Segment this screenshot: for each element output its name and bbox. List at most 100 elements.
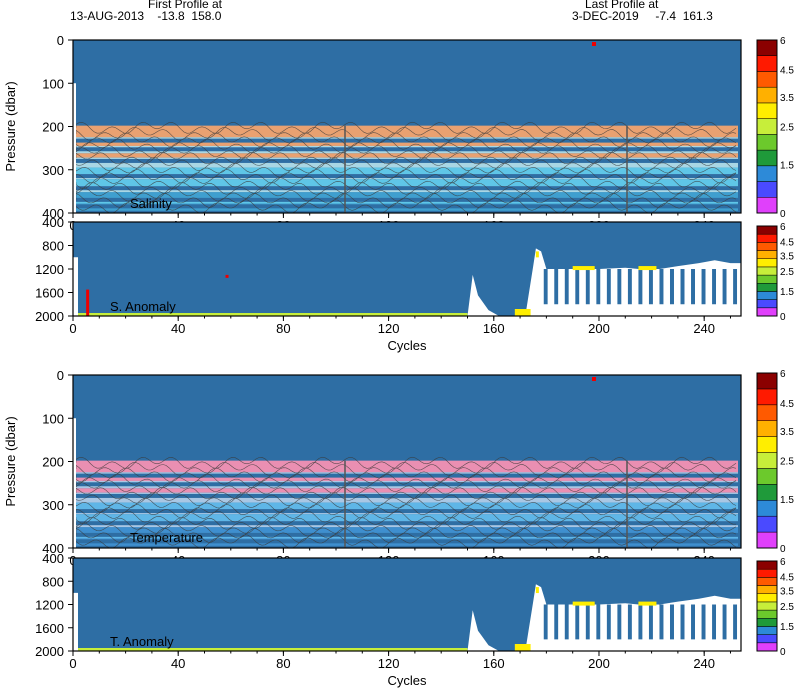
colorbar-tick-label: 4.5: [780, 399, 794, 410]
colorbar-frame: [756, 372, 778, 549]
y-tick-label: 1600: [35, 621, 64, 636]
missing-data: [72, 83, 76, 213]
profile-column: [722, 604, 727, 640]
colorbar-swatch: [756, 593, 778, 603]
profile-column: [606, 269, 611, 305]
x-axis-label: Cycles: [387, 338, 427, 353]
colorbar-tick-label: 3.5: [780, 252, 794, 263]
profile-column: [575, 269, 580, 305]
colorbar-swatch: [756, 568, 778, 578]
profile-column: [701, 604, 706, 640]
anomaly-strip: [78, 648, 468, 651]
column-gap: [716, 604, 723, 651]
layer-separator: [76, 532, 738, 537]
column-gap: [568, 269, 575, 316]
y-tick-label: 1200: [35, 598, 64, 613]
x-tick-label: 120: [378, 656, 400, 671]
profile-fill: [73, 558, 741, 651]
colorbar-swatch: [756, 436, 778, 453]
colorbar-swatch: [756, 181, 778, 198]
colorbar-tick-label: 4.5: [780, 572, 794, 583]
missing-data: [73, 257, 78, 316]
x-tick-label: 120: [378, 321, 400, 336]
colorbar-1: 6 4.5 3.5 2.5 1.5 0: [756, 222, 794, 323]
column-gap: [610, 269, 617, 316]
missing-data: [73, 592, 78, 651]
column-gap: [600, 269, 607, 316]
anomaly-red-bar: [86, 289, 90, 316]
colorbar-swatch: [756, 531, 778, 549]
panel-annotation: T. Anomaly: [110, 634, 174, 649]
x-tick-label: 0: [69, 321, 76, 336]
colorbar-tick-label: 2.5: [780, 267, 794, 278]
plot-area-2: Temperature: [72, 375, 741, 549]
colorbar-swatch: [756, 299, 778, 309]
column-gap: [673, 604, 680, 651]
colorbar-swatch: [756, 560, 778, 570]
profile-column: [722, 269, 727, 305]
panel-annotation: Temperature: [130, 530, 203, 545]
profile-column: [585, 269, 590, 305]
colorbar-tick-label: 6: [780, 557, 786, 568]
colorbar-swatch: [756, 55, 778, 72]
column-gap: [547, 269, 554, 316]
y-axis-label: Pressure (dbar): [3, 81, 18, 171]
colorbar-tick-label: 1.5: [780, 287, 794, 298]
column-gap: [579, 604, 586, 651]
profile-column: [648, 604, 653, 640]
column-gap: [726, 604, 733, 651]
panel-annotation: S. Anomaly: [110, 299, 176, 314]
profile-column: [669, 269, 674, 305]
y-tick-label: 0: [57, 33, 64, 48]
colorbar-tick-label: 2.5: [780, 123, 794, 134]
anomaly-patch: [638, 266, 657, 271]
layer-separator: [76, 197, 738, 202]
column-gap: [652, 604, 659, 651]
anomaly-patch: [572, 601, 595, 606]
y-tick-label: 1600: [35, 286, 64, 301]
layer-separator: [76, 174, 738, 179]
profile-column: [669, 604, 674, 640]
profile-column: [596, 604, 601, 640]
colorbar-tick-label: 4.5: [780, 65, 794, 76]
contour-lines: [75, 456, 737, 549]
layer-band: [76, 488, 738, 493]
max-marker: [592, 377, 596, 381]
column-gap: [737, 269, 744, 316]
y-tick-label: 200: [42, 120, 64, 135]
x-tick-label: 40: [171, 321, 185, 336]
colorbar-swatch: [756, 197, 778, 214]
colorbar-swatch: [756, 484, 778, 501]
column-gap: [568, 604, 575, 651]
colorbar-tick-label: 1.5: [780, 622, 794, 633]
anomaly-patch: [535, 587, 539, 594]
colorbar-swatch: [756, 118, 778, 135]
colorbar-swatch: [756, 283, 778, 292]
column-gap: [663, 269, 670, 316]
layer-band: [76, 167, 738, 175]
colorbar-swatch: [756, 634, 778, 644]
column-gap: [589, 269, 596, 316]
profile-column: [691, 604, 696, 640]
colorbar-swatch: [756, 102, 778, 119]
anomaly-strip: [78, 313, 468, 316]
colorbar-tick-label: 0: [780, 312, 786, 323]
column-gap: [695, 604, 702, 651]
y-tick-label: 1200: [35, 262, 64, 277]
column-gap: [610, 604, 617, 651]
x-axis-label: Cycles: [387, 673, 427, 688]
y-tick-label: 100: [42, 411, 64, 426]
colorbar-swatch: [756, 452, 778, 469]
colorbar-tick-label: 4.5: [780, 237, 794, 248]
colorbar-swatch: [756, 642, 778, 652]
profile-column: [659, 269, 664, 305]
colorbar-swatch: [756, 515, 778, 533]
column-gap: [695, 269, 702, 316]
colorbar-swatch: [756, 225, 778, 235]
profile-column: [564, 269, 569, 305]
colorbar-swatch: [756, 420, 778, 437]
layer-band: [76, 125, 738, 138]
profile-column: [617, 604, 622, 640]
